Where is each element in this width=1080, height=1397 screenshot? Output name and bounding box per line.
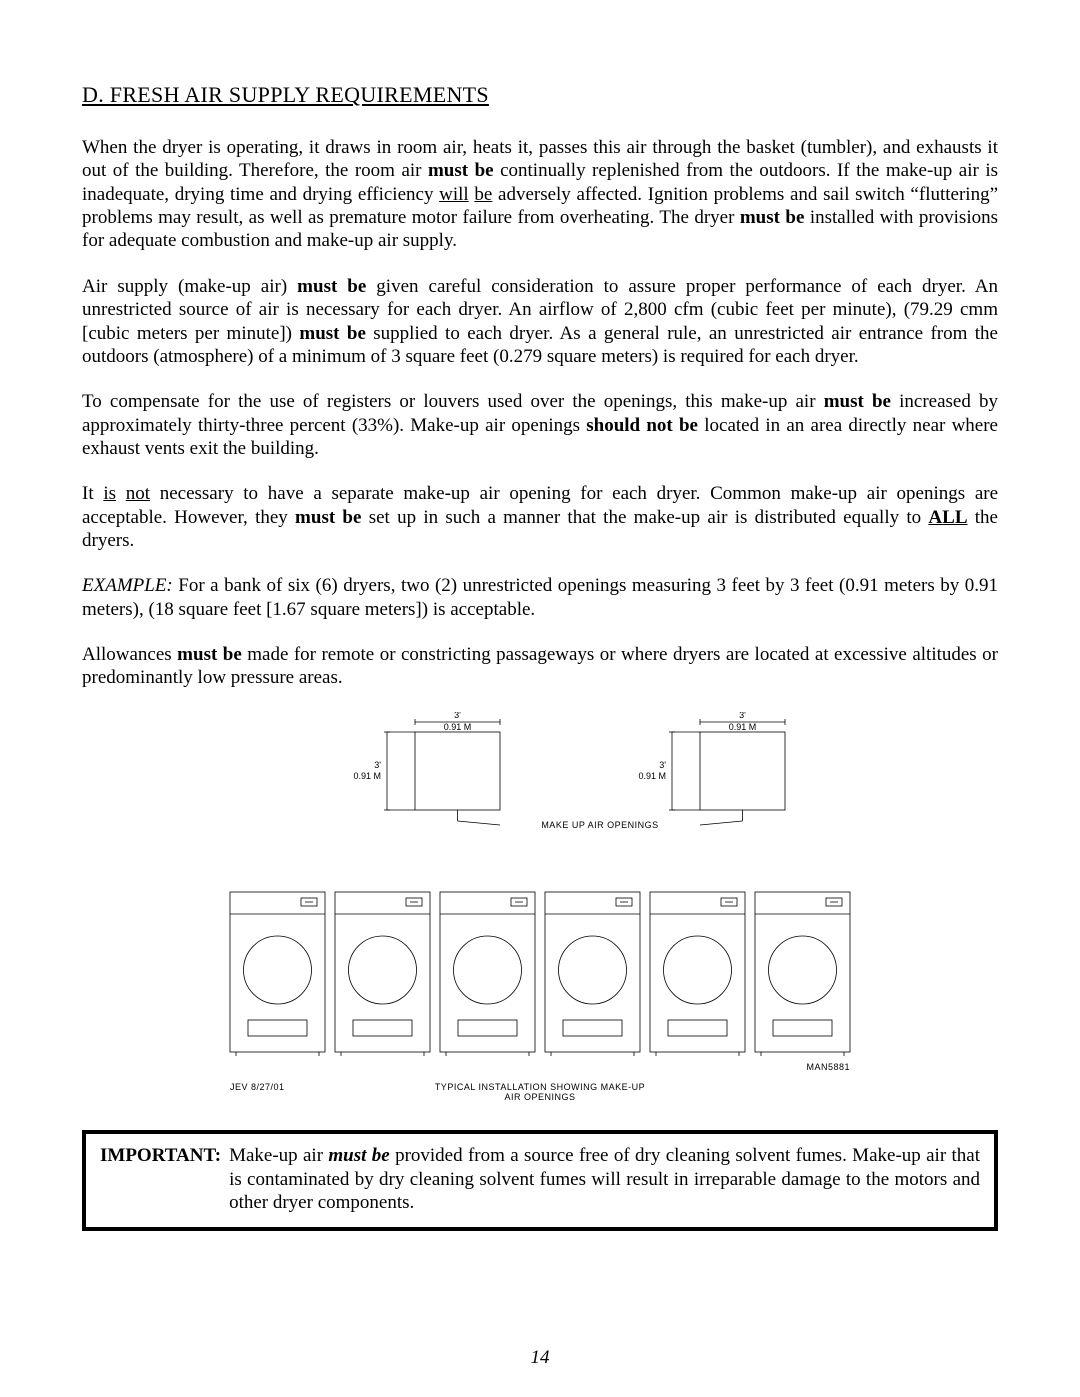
bold-text: must be [740, 207, 805, 228]
underline-text: be [474, 184, 492, 205]
paragraph-6: Allowances must be made for remote or co… [82, 643, 998, 690]
paragraph-2: Air supply (make-up air) must be given c… [82, 275, 998, 368]
bold-text: should not be [586, 415, 698, 436]
svg-text:0.91 M: 0.91 M [638, 771, 666, 781]
svg-text:MAKE UP AIR OPENINGS: MAKE UP AIR OPENINGS [541, 820, 658, 830]
underline-text: not [126, 483, 150, 504]
bold-italic-text: must be [328, 1145, 389, 1166]
svg-text:TYPICAL INSTALLATION SHOWING M: TYPICAL INSTALLATION SHOWING MAKE-UP [435, 1082, 645, 1092]
text: For a bank of six (6) dryers, two (2) un… [82, 575, 998, 619]
paragraph-3: To compensate for the use of registers o… [82, 390, 998, 460]
text: Make-up air [229, 1145, 328, 1166]
bold-text: must be [299, 323, 366, 344]
text: set up in such a manner that the make-up… [361, 507, 928, 528]
underline-text: will [439, 184, 469, 205]
bold-text: must be [824, 391, 891, 412]
svg-text:3': 3' [739, 712, 746, 720]
underline-text: is [103, 483, 116, 504]
bold-text: must be [295, 507, 361, 528]
svg-text:3': 3' [374, 760, 381, 770]
svg-text:MAN5881: MAN5881 [806, 1062, 850, 1072]
paragraph-4: It is not necessary to have a separate m… [82, 482, 998, 552]
bold-text: must be [297, 276, 366, 297]
svg-text:AIR OPENINGS: AIR OPENINGS [504, 1092, 575, 1102]
text: To compensate for the use of registers o… [82, 391, 824, 412]
bold-text: must be [428, 160, 494, 181]
important-label: IMPORTANT: [100, 1144, 229, 1215]
text: Allowances [82, 644, 177, 665]
bold-text: must be [177, 644, 242, 665]
page-number: 14 [0, 1347, 1080, 1369]
svg-text:0.91 M: 0.91 M [729, 722, 757, 732]
svg-text:0.91 M: 0.91 M [353, 771, 381, 781]
text: Air supply (make-up air) [82, 276, 297, 297]
important-box: IMPORTANT: Make-up air must be provided … [82, 1130, 998, 1231]
svg-text:3': 3' [659, 760, 666, 770]
svg-text:3': 3' [454, 712, 461, 720]
text [116, 483, 126, 504]
svg-text:0.91 M: 0.91 M [444, 722, 472, 732]
paragraph-5: EXAMPLE: For a bank of six (6) dryers, t… [82, 574, 998, 621]
paragraph-1: When the dryer is operating, it draws in… [82, 136, 998, 253]
italic-text: EXAMPLE: [82, 575, 173, 596]
section-heading: D. FRESH AIR SUPPLY REQUIREMENTS [82, 82, 998, 108]
bold-underline-text: ALL [928, 507, 967, 528]
svg-text:JEV 8/27/01: JEV 8/27/01 [230, 1082, 285, 1092]
page: D. FRESH AIR SUPPLY REQUIREMENTS When th… [0, 0, 1080, 1397]
installation-diagram: 3'0.91 M3'0.91 M3'0.91 M3'0.91 MMAKE UP … [82, 712, 998, 1112]
important-body: Make-up air must be provided from a sour… [229, 1144, 980, 1215]
text: It [82, 483, 103, 504]
